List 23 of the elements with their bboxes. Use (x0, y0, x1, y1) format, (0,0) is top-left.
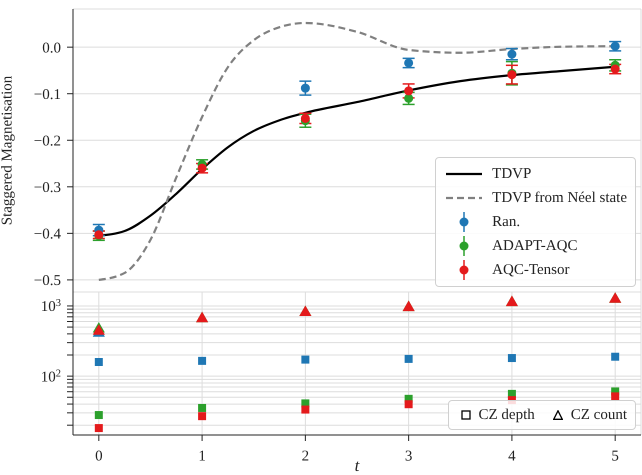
annotation: CZ depth (478, 406, 535, 424)
legend-label: TDVP from Néel state (492, 190, 627, 206)
x-tick-label: 2 (302, 448, 310, 464)
legend-label: AQC-Tensor (492, 262, 570, 278)
x-axis-title: t (354, 456, 361, 475)
legend-label: TDVP (492, 166, 532, 182)
x-tick-label: 1 (198, 448, 206, 464)
y-tick-label: 0.0 (42, 40, 61, 56)
x-tick-label: 3 (404, 448, 412, 464)
y-tick-label: −0.3 (34, 180, 61, 196)
legend-label: ADAPT-AQC (492, 238, 578, 254)
y-axis-title: Staggered Magnetisation (0, 75, 16, 226)
x-tick-label: 0 (95, 448, 103, 464)
annotation: CZ count (570, 406, 627, 424)
x-tick-label: 5 (611, 448, 619, 464)
x-tick-label: 4 (508, 448, 516, 464)
y-tick-label: 10$^{2}$ (40, 368, 61, 386)
y-tick-label: −0.4 (34, 226, 62, 243)
y-tick-label: −0.5 (34, 273, 61, 290)
y-tick-label: 10$^{3}$ (40, 298, 61, 316)
legend-label: Ran. (492, 214, 520, 230)
y-tick-label: −0.1 (34, 86, 61, 103)
y-tick-label: −0.2 (34, 134, 61, 150)
